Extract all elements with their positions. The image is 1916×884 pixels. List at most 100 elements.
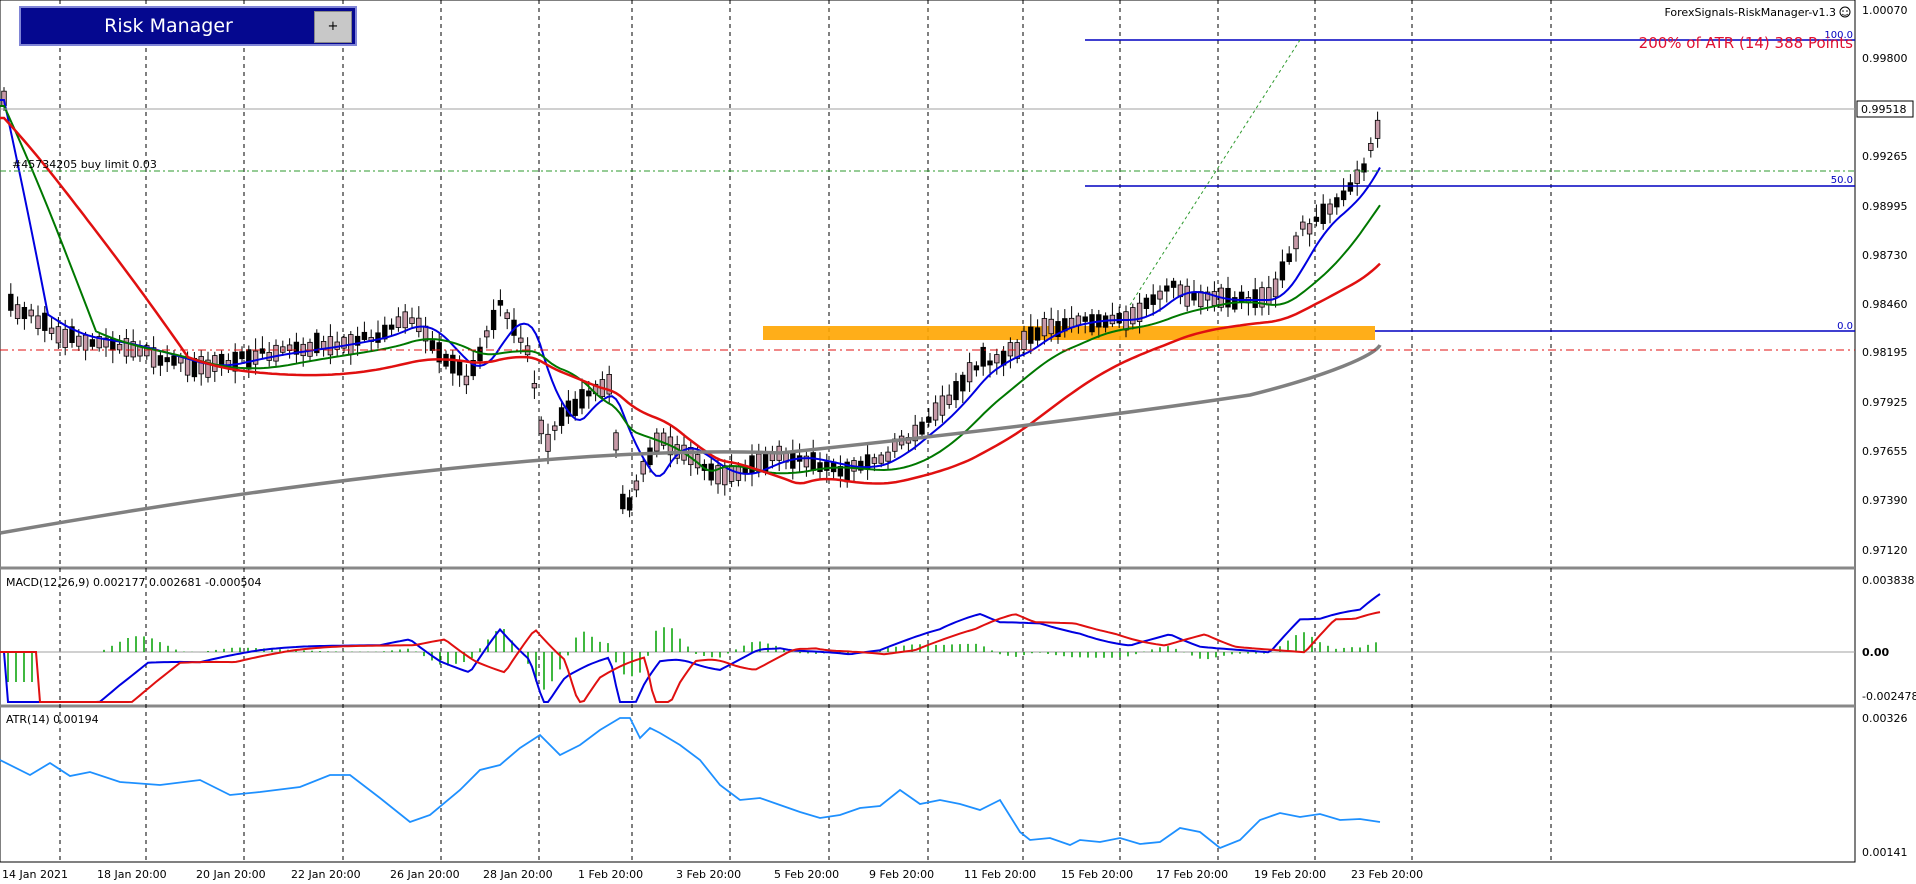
candle (1021, 330, 1027, 351)
candle (966, 362, 973, 383)
candle (259, 348, 266, 354)
atr-label: ATR(14) 0.00194 (6, 713, 99, 726)
fib-trend-line[interactable] (1129, 39, 1301, 306)
candle (518, 337, 524, 343)
candle (1347, 182, 1354, 192)
candle (620, 493, 626, 510)
atr-note: 200% of ATR (14) 388 Points (1639, 34, 1854, 52)
ma-slow-line (0, 116, 1381, 485)
macd-line (0, 593, 1381, 703)
candle (858, 460, 864, 471)
candle (1170, 280, 1177, 288)
candle (994, 354, 1000, 364)
order-label[interactable]: #45734205 buy limit 0.03 (12, 158, 157, 171)
candle (286, 344, 293, 351)
candle (21, 306, 28, 320)
candle (150, 347, 157, 368)
time-tick: 15 Feb 20:00 (1061, 868, 1133, 881)
time-tick: 5 Feb 20:00 (774, 868, 839, 881)
candle (1191, 292, 1197, 301)
time-tick: 28 Jan 20:00 (483, 868, 553, 881)
time-tick: 17 Feb 20:00 (1156, 868, 1228, 881)
candle (1266, 287, 1272, 306)
candle (538, 419, 544, 435)
candle (184, 357, 191, 376)
candle (82, 334, 89, 351)
candle (715, 465, 721, 485)
candle (1164, 285, 1170, 292)
price-tick: 0.99265 (1862, 150, 1908, 163)
candle (531, 383, 538, 389)
time-tick: 11 Feb 20:00 (964, 868, 1036, 881)
atr-tick: 0.00141 (1862, 846, 1908, 859)
risk-manager-panel[interactable]: Risk Manager + (19, 6, 357, 46)
candle (626, 497, 633, 511)
ma-long-line (0, 343, 1382, 535)
risk-manager-title[interactable]: Risk Manager (104, 15, 233, 37)
candle (1055, 321, 1061, 338)
candle (728, 465, 735, 482)
candle (130, 341, 136, 358)
candle (69, 326, 75, 343)
expand-button[interactable]: + (314, 11, 352, 43)
candle (980, 346, 986, 367)
candle (463, 375, 470, 386)
candle (246, 349, 252, 370)
price-tick: 0.97390 (1862, 494, 1908, 507)
candle (1048, 318, 1054, 335)
candle (1014, 342, 1020, 359)
candle (1279, 261, 1286, 281)
candle (987, 360, 993, 366)
fib-0-label: 0.0 (1837, 321, 1853, 332)
candle (484, 330, 490, 338)
candle (953, 381, 959, 401)
candle (824, 461, 830, 471)
candle (803, 455, 810, 468)
candle (76, 335, 82, 347)
atr-tick: 0.00326 (1862, 712, 1908, 725)
candle (722, 465, 728, 486)
candle (171, 355, 177, 366)
candle (1007, 342, 1014, 357)
candle (1136, 302, 1143, 322)
candle (48, 327, 55, 334)
candle (708, 463, 714, 481)
time-tick: 22 Jan 20:00 (291, 868, 361, 881)
candle (558, 407, 565, 426)
candle (62, 328, 68, 348)
macd-tick: 0.00 (1862, 646, 1889, 659)
candle (8, 293, 14, 311)
candle (640, 461, 646, 475)
candle (1306, 223, 1313, 235)
candle (572, 398, 578, 416)
candle (456, 361, 463, 376)
atr-axis: 0.00326 0.00141 (1862, 712, 1908, 859)
candle (946, 394, 952, 405)
candle (1293, 235, 1299, 250)
candle (1313, 216, 1320, 222)
time-tick: 18 Jan 20:00 (97, 868, 167, 881)
candle (164, 357, 170, 363)
fib-100-label: 100.0 (1824, 30, 1853, 41)
candle (1272, 278, 1279, 298)
candle (327, 336, 334, 356)
candle (939, 395, 946, 416)
macd-pane (0, 593, 1855, 704)
candle (198, 356, 204, 375)
candle (613, 432, 619, 451)
ma-mid-line (0, 105, 1381, 475)
candle (1334, 197, 1340, 208)
candle (96, 336, 102, 349)
candle (1374, 119, 1381, 139)
candle (1320, 203, 1326, 224)
time-tick: 1 Feb 20:00 (578, 868, 643, 881)
candle (497, 300, 504, 306)
price-tick: 0.97925 (1862, 396, 1908, 409)
price-tick: 0.99800 (1862, 52, 1908, 65)
candle (1198, 291, 1204, 308)
candle (1327, 203, 1333, 215)
candle (885, 451, 891, 462)
candle (416, 317, 422, 333)
time-tick: 14 Jan 2021 (2, 868, 68, 881)
